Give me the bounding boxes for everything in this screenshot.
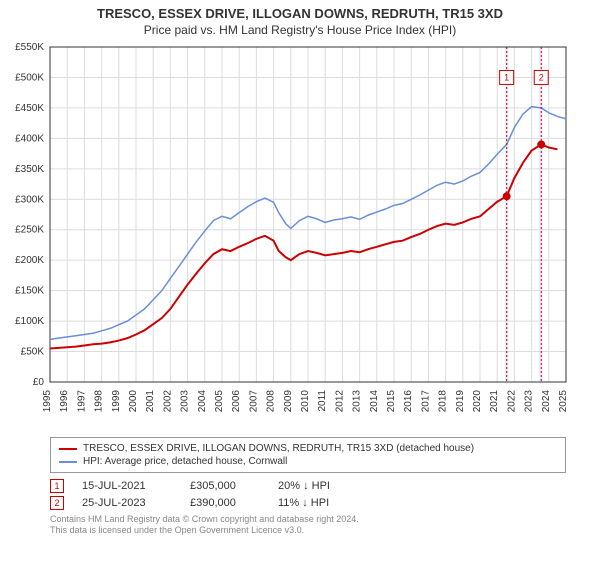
chart-area: £0 £50K £100K £150K £200K £250K £300K £350K £400… (0, 43, 600, 429)
svg-text:1995: 1995 (42, 390, 53, 413)
svg-text:2013: 2013 (352, 390, 363, 413)
svg-text:2018: 2018 (438, 390, 449, 413)
svg-text:£250K: £250K (15, 225, 44, 236)
svg-text:£450K: £450K (15, 103, 44, 114)
transaction-row: 1 15-JUL-2021 £305,000 20% ↓ HPI (50, 479, 566, 493)
legend-row: TRESCO, ESSEX DRIVE, ILLOGAN DOWNS, REDR… (59, 443, 557, 454)
tx-marker-1 (503, 192, 511, 200)
svg-text:2012: 2012 (334, 390, 345, 413)
chart-title: TRESCO, ESSEX DRIVE, ILLOGAN DOWNS, REDR… (0, 6, 600, 21)
tx-badge: 1 (50, 479, 64, 493)
footer-line-2: This data is licensed under the Open Gov… (50, 525, 566, 536)
svg-text:2019: 2019 (455, 390, 466, 413)
svg-text:2015: 2015 (386, 390, 397, 413)
svg-text:1998: 1998 (94, 390, 105, 413)
svg-text:2017: 2017 (420, 390, 431, 413)
tx-badge: 2 (50, 496, 64, 510)
legend-box: TRESCO, ESSEX DRIVE, ILLOGAN DOWNS, REDR… (50, 437, 566, 473)
svg-text:2023: 2023 (524, 390, 535, 413)
tx-delta: 20% ↓ HPI (278, 480, 330, 492)
svg-text:2008: 2008 (266, 390, 277, 413)
svg-text:2022: 2022 (506, 390, 517, 413)
svg-text:2016: 2016 (403, 390, 414, 413)
line-chart-svg: £0 £50K £100K £150K £200K £250K £300K £350K £400… (0, 43, 600, 424)
svg-text:£100K: £100K (15, 316, 44, 327)
svg-text:2021: 2021 (489, 390, 500, 413)
svg-text:£200K: £200K (15, 255, 44, 266)
legend-row: HPI: Average price, detached house, Corn… (59, 456, 557, 467)
svg-text:1997: 1997 (76, 390, 87, 413)
svg-text:1996: 1996 (59, 390, 70, 413)
svg-text:£150K: £150K (15, 286, 44, 297)
svg-text:1999: 1999 (111, 390, 122, 413)
legend-label: TRESCO, ESSEX DRIVE, ILLOGAN DOWNS, REDR… (83, 443, 474, 454)
transactions-table: 1 15-JUL-2021 £305,000 20% ↓ HPI 2 25-JUL-202… (50, 479, 566, 510)
svg-text:2025: 2025 (558, 390, 569, 413)
svg-text:£400K: £400K (15, 133, 44, 144)
svg-text:2006: 2006 (231, 390, 242, 413)
tx-price: £305,000 (190, 480, 260, 492)
svg-text:2009: 2009 (283, 390, 294, 413)
svg-text:2001: 2001 (145, 390, 156, 413)
svg-text:1: 1 (504, 72, 509, 82)
svg-text:£550K: £550K (15, 43, 44, 53)
svg-text:2024: 2024 (541, 390, 552, 413)
tx-price: £390,000 (190, 497, 260, 509)
svg-text:2002: 2002 (162, 390, 173, 413)
svg-text:£300K: £300K (15, 194, 44, 205)
svg-text:2020: 2020 (472, 390, 483, 413)
svg-text:2005: 2005 (214, 390, 225, 413)
svg-text:£350K: £350K (15, 164, 44, 175)
legend-swatch (59, 448, 77, 450)
svg-text:£50K: £50K (21, 347, 45, 358)
svg-text:2010: 2010 (300, 390, 311, 413)
svg-text:£0: £0 (33, 377, 45, 388)
chart-subtitle: Price paid vs. HM Land Registry's House … (0, 23, 600, 37)
svg-text:2004: 2004 (197, 390, 208, 413)
footer-line-1: Contains HM Land Registry data © Crown c… (50, 514, 566, 525)
svg-text:2011: 2011 (317, 390, 328, 412)
tx-marker-2 (537, 140, 545, 148)
svg-text:2003: 2003 (180, 390, 191, 413)
chart-container: TRESCO, ESSEX DRIVE, ILLOGAN DOWNS, REDR… (0, 6, 600, 537)
svg-text:2014: 2014 (369, 390, 380, 413)
svg-text:£500K: £500K (15, 72, 44, 83)
svg-text:2000: 2000 (128, 390, 139, 413)
legend-swatch (59, 461, 77, 463)
tx-date: 25-JUL-2023 (82, 497, 172, 509)
footer-note: Contains HM Land Registry data © Crown c… (50, 514, 566, 537)
svg-text:2007: 2007 (248, 390, 259, 413)
tx-delta: 11% ↓ HPI (278, 497, 329, 509)
legend-label: HPI: Average price, detached house, Corn… (83, 456, 287, 467)
tx-date: 15-JUL-2021 (82, 480, 172, 492)
svg-text:2: 2 (539, 72, 544, 82)
transaction-row: 2 25-JUL-2023 £390,000 11% ↓ HPI (50, 496, 566, 510)
series-property (50, 144, 557, 348)
